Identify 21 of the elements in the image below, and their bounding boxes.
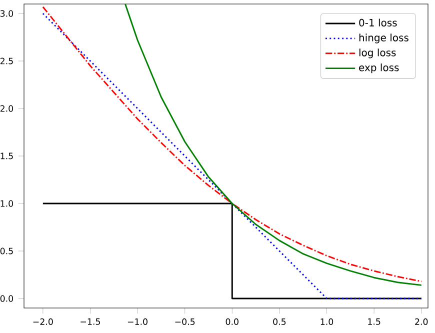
x-tick-label: 1.5: [368, 318, 380, 325]
line-series: [124, 4, 422, 286]
x-tick-label: −1.0: [128, 318, 148, 325]
legend-label: 0-1 loss: [359, 18, 397, 26]
x-tick-label: 1.0: [320, 318, 334, 325]
x-tick-label: −1.5: [80, 318, 100, 325]
legend-label: hinge loss: [359, 34, 408, 44]
y-tick-label: 1.0: [0, 200, 14, 207]
x-tick-label: 0.0: [226, 318, 238, 325]
y-tick-label: 2.5: [0, 58, 13, 64]
y-tick-label: 1.5: [0, 152, 13, 160]
x-tick-label: −0.5: [175, 318, 195, 325]
y-tick-label: 0.5: [0, 248, 13, 254]
legend-label: exp loss: [359, 64, 399, 74]
y-tick-label: 0.0: [0, 295, 14, 302]
y-tick-label: 3.0: [0, 10, 14, 17]
y-tick-label: 2.0: [0, 105, 14, 112]
legend-label: log loss: [359, 48, 396, 58]
x-tick-label: 0.5: [273, 318, 286, 325]
x-tick-label: −2.0: [33, 318, 53, 325]
x-tick-label: 2.0: [415, 318, 428, 325]
